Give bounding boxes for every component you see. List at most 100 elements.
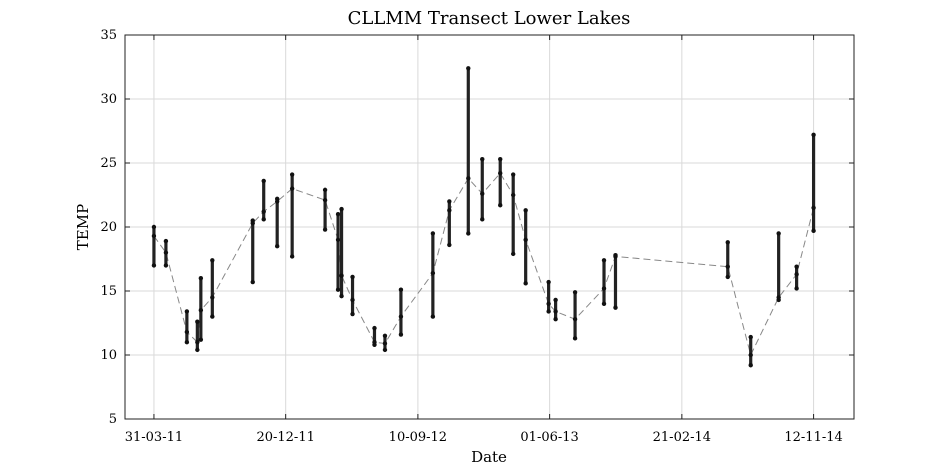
data-point (382, 347, 388, 353)
data-point (601, 286, 607, 291)
data-point (350, 311, 355, 317)
data-point (498, 171, 503, 176)
x-tick-label: 20-12-11 (256, 430, 314, 445)
data-mark (151, 224, 157, 268)
data-point (553, 297, 558, 303)
data-point (430, 314, 436, 319)
data-point (372, 325, 377, 331)
data-point (447, 199, 452, 204)
data-point (601, 301, 607, 306)
data-point (511, 251, 516, 257)
data-point (210, 314, 215, 319)
data-mark (430, 231, 436, 319)
data-point (523, 208, 528, 213)
data-point (198, 308, 204, 313)
data-point (184, 340, 190, 345)
data-mark (289, 172, 295, 259)
data-point (322, 227, 328, 232)
data-point (261, 209, 266, 214)
data-mark (398, 287, 404, 337)
data-point (339, 293, 344, 299)
data-mark (466, 66, 471, 236)
data-point (198, 337, 204, 342)
data-point (748, 363, 753, 368)
y-tick-label: 10 (100, 348, 117, 363)
data-point (613, 254, 618, 259)
data-point (511, 172, 516, 177)
data-point (725, 240, 730, 245)
data-point (572, 290, 578, 295)
data-point (322, 187, 328, 193)
x-tick-label: 01-06-13 (520, 430, 578, 445)
data-point (511, 192, 516, 198)
data-mark (335, 212, 341, 292)
data-point (498, 156, 503, 162)
data-point (572, 316, 578, 322)
data-point (748, 352, 753, 358)
data-mark (511, 172, 516, 257)
data-mark (572, 290, 578, 341)
data-point (430, 231, 436, 236)
y-tick-label: 35 (100, 28, 117, 43)
data-point (811, 132, 816, 138)
data-point (523, 237, 528, 242)
data-mark (498, 156, 503, 208)
data-point (339, 206, 344, 212)
data-point (811, 228, 816, 234)
data-point (250, 279, 255, 285)
data-point (250, 220, 255, 226)
data-point (466, 176, 471, 181)
y-tick-label: 5 (109, 412, 117, 427)
data-point (339, 273, 344, 278)
data-point (553, 316, 558, 322)
data-point (725, 264, 730, 269)
data-mark (601, 258, 607, 306)
data-mark (250, 218, 255, 285)
data-point (398, 287, 404, 292)
data-point (447, 242, 452, 248)
data-point (466, 231, 471, 236)
x-tick-label: 10-09-12 (389, 430, 447, 445)
y-axis-label: TEMP (74, 204, 92, 250)
data-mark (553, 297, 558, 322)
data-point (163, 263, 169, 268)
grid (125, 34, 854, 420)
data-point (184, 309, 190, 314)
data-point (480, 156, 485, 162)
data-point (447, 208, 452, 213)
data-point (398, 332, 404, 337)
data-mark (184, 309, 190, 345)
data-mark (198, 276, 204, 342)
data-point (151, 263, 157, 268)
data-point (289, 186, 295, 191)
data-mark (274, 196, 280, 249)
data-mark (163, 238, 169, 268)
data-mark (447, 199, 452, 248)
data-point (776, 295, 781, 300)
data-point (382, 341, 388, 346)
data-point (195, 319, 200, 324)
x-tick-label: 21-02-14 (653, 430, 711, 445)
x-axis-label: Date (471, 448, 507, 466)
chart-title: CLLMM Transect Lower Lakes (348, 8, 631, 29)
data-mark (382, 333, 388, 353)
data-point (398, 314, 404, 319)
data-mark (350, 274, 355, 317)
data-point (382, 333, 388, 338)
data-point (430, 270, 436, 276)
data-point (195, 347, 200, 353)
data-point (350, 274, 355, 280)
data-point (601, 258, 607, 263)
data-mark (195, 319, 200, 353)
data-point (480, 191, 485, 196)
x-tick-label: 31-03-11 (125, 430, 183, 445)
data-point (274, 199, 280, 204)
data-mark (748, 334, 753, 368)
data-mark (339, 206, 344, 299)
data-mark (613, 252, 618, 310)
data-point (546, 309, 551, 314)
data-marks (151, 66, 816, 368)
data-point (466, 66, 471, 71)
